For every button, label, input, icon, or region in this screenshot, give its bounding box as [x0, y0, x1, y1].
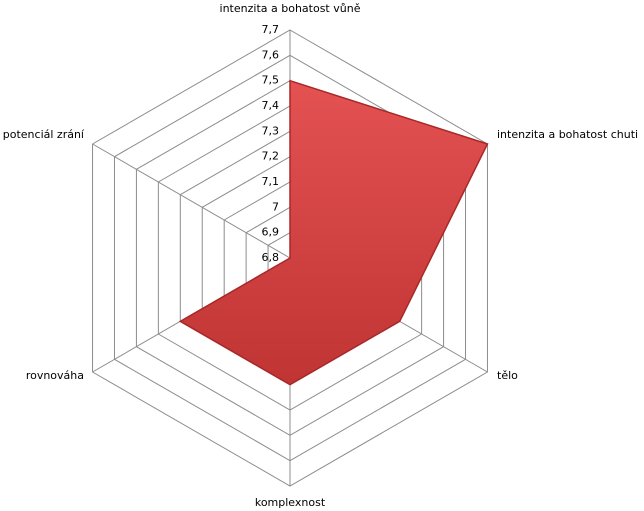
- category-label: rovnováha: [26, 369, 84, 382]
- tick-label: 7,4: [262, 99, 280, 112]
- tick-label: 7,6: [262, 48, 280, 61]
- category-label: komplexnost: [255, 496, 326, 509]
- tick-label: 7,1: [262, 175, 280, 188]
- tick-label: 7,3: [262, 124, 280, 137]
- category-label: intenzita a bohatost vůně: [220, 2, 361, 15]
- tick-label: 7,7: [262, 23, 280, 36]
- tick-label: 7,5: [262, 74, 280, 87]
- tick-label: 6,9: [262, 226, 280, 239]
- category-label: tělo: [497, 369, 518, 382]
- radar-area: [178, 79, 489, 386]
- axis-spoke: [92, 143, 291, 259]
- category-label: intenzita a bohatost chuti: [497, 128, 638, 141]
- category-label: potenciál zrání: [3, 128, 85, 141]
- tick-label: 6,8: [262, 251, 280, 264]
- tick-label: 7,2: [262, 150, 280, 163]
- tick-label: 7: [272, 200, 279, 213]
